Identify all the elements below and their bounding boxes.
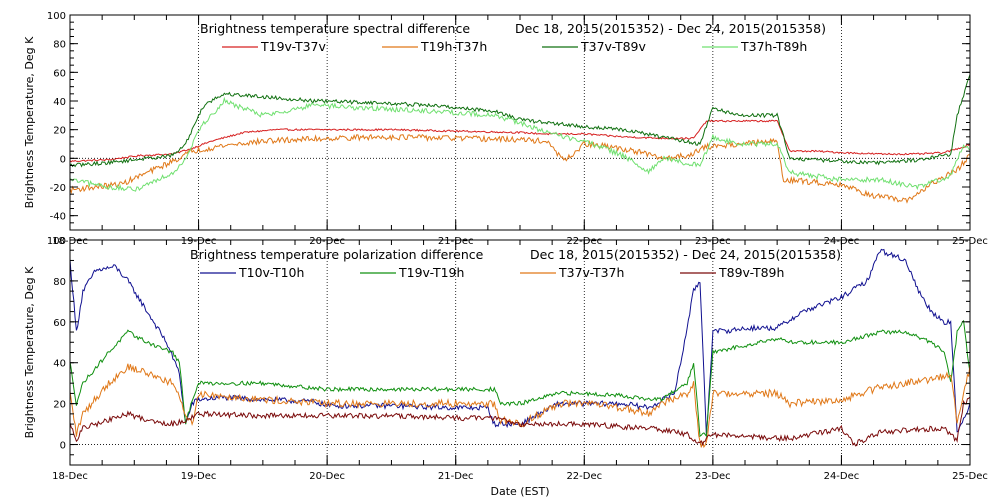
panel-2-subtitle: Dec 18, 2015(2015352) - Dec 24, 2015(201… (530, 247, 841, 262)
x-axis-label: Date (EST) (490, 485, 549, 498)
y-tick-label: 100 (47, 11, 66, 22)
y-tick-label: 0 (60, 154, 66, 165)
legend-label-T37h-T89h: T37h-T89h (740, 39, 807, 54)
legend-label-T10v-T10h: T10v-T10h (238, 265, 304, 280)
x-tick-label: 18-Dec (52, 471, 88, 482)
series-line-T37h-T89h (70, 96, 970, 192)
y-tick-label: 80 (53, 40, 66, 51)
y-tick-label: 20 (53, 400, 66, 411)
x-tick-label: 24-Dec (824, 471, 860, 482)
series-line-T19h-T37h (70, 133, 970, 204)
plot-frame (69, 239, 971, 466)
panel-2-title: Brightness temperature polarization diff… (190, 247, 484, 262)
legend-label-T37v-T89v: T37v-T89v (580, 39, 647, 54)
x-tick-label: 22-Dec (566, 471, 602, 482)
y-axis-label: Brightness Temperature, Deg K (23, 36, 36, 208)
y-tick-label: 60 (53, 68, 66, 79)
spectral-difference-panel: Brightness temperature spectral differen… (23, 11, 988, 247)
series-line-T19v-T37v (70, 119, 970, 163)
series-line-T10v-T10h (70, 248, 970, 436)
series-line-T19v-T19h (70, 319, 970, 438)
legend-label-T89v-T89h: T89v-T89h (718, 265, 784, 280)
y-tick-label: 0 (60, 441, 66, 452)
x-tick-label: 21-Dec (438, 471, 474, 482)
x-tick-label: 25-Dec (952, 471, 988, 482)
y-tick-label: 40 (53, 97, 66, 108)
y-tick-label: -20 (50, 183, 66, 194)
series-line-T37v-T37h (70, 363, 970, 449)
x-tick-label: 23-Dec (695, 471, 731, 482)
panel-1-subtitle: Dec 18, 2015(2015352) - Dec 24, 2015(201… (515, 21, 826, 36)
y-tick-label: 20 (53, 126, 66, 137)
series-line-T37v-T89v (70, 74, 970, 168)
y-tick-label: 60 (53, 318, 66, 329)
y-tick-label: -40 (50, 212, 66, 223)
legend-label-T19v-T37v: T19v-T37v (260, 39, 327, 54)
legend-label-T19v-T19h: T19v-T19h (398, 265, 464, 280)
x-tick-label: 20-Dec (309, 471, 345, 482)
legend-label-T19h-T37h: T19h-T37h (420, 39, 487, 54)
legend-label-T37v-T37h: T37v-T37h (558, 265, 624, 280)
y-tick-label: 100 (47, 236, 66, 247)
polarization-difference-panel: Brightness temperature polarization diff… (23, 236, 988, 482)
x-tick-label: 19-Dec (181, 471, 217, 482)
panel-1-title: Brightness temperature spectral differen… (200, 21, 470, 36)
y-axis-label: Brightness Temperature, Deg K (23, 266, 36, 438)
y-tick-label: 40 (53, 359, 66, 370)
y-tick-label: 80 (53, 277, 66, 288)
series-line-T89v-T89h (70, 396, 970, 447)
